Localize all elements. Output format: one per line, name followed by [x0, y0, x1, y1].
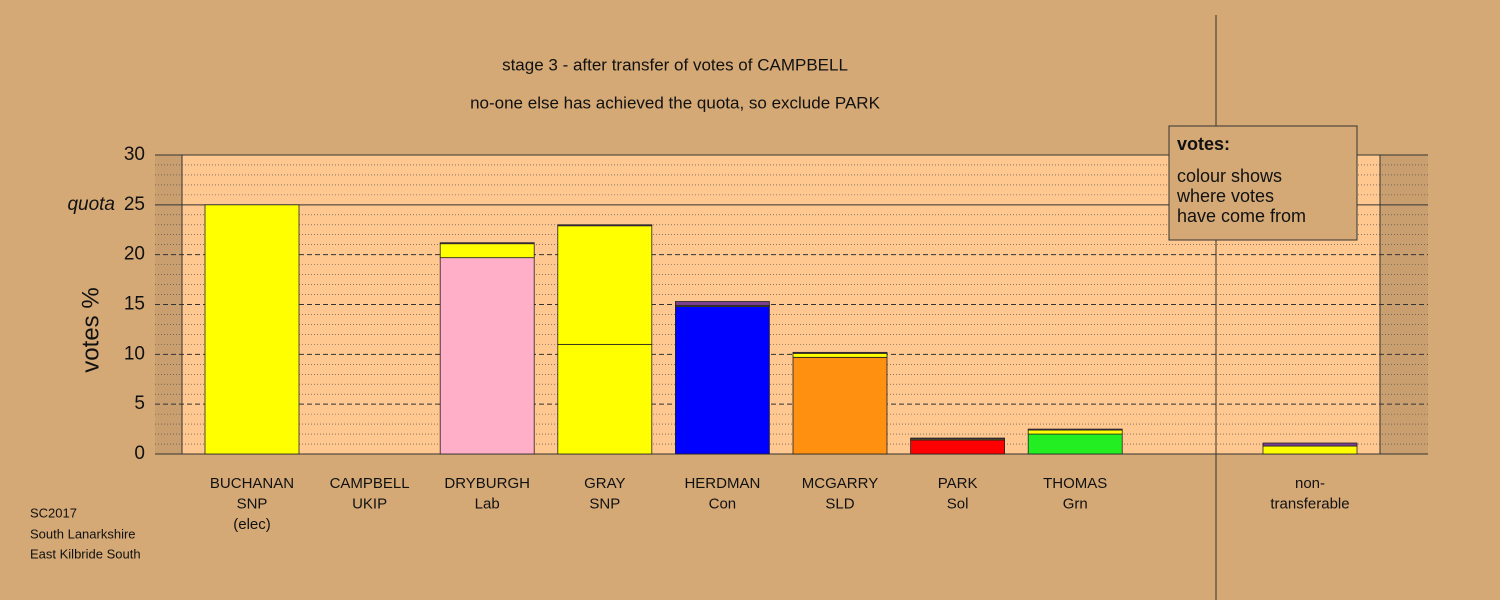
- x-tick-label: non-: [1295, 475, 1325, 492]
- bar-segment: [439, 243, 535, 259]
- bar-segment: [1027, 429, 1123, 435]
- x-tick-label: MCGARRY: [802, 475, 878, 492]
- plot: 0 5 10 15 20 25 30 quota BUCHANAN SNP (elec) CAMPBE…: [67, 144, 1428, 533]
- x-tick-label: HERDMAN: [684, 475, 760, 492]
- y-tick-label: 15: [124, 294, 145, 315]
- bar-segment: [557, 225, 653, 345]
- footer-line: South Lanarkshire: [30, 526, 136, 541]
- y-tick-label: 30: [124, 144, 145, 165]
- x-tick-label: BUCHANAN: [210, 475, 294, 492]
- bar-segment: [439, 257, 535, 455]
- bar-segment: [1027, 433, 1123, 455]
- quota-label: quota: [67, 194, 115, 215]
- title-line: stage 3 - after transfer of votes of CAM…: [502, 55, 848, 74]
- bar-segment: [792, 351, 888, 354]
- footer-line: SC2017: [30, 505, 77, 520]
- x-tick-label: DRYBURGH: [444, 475, 530, 492]
- bar-segment: [204, 204, 300, 455]
- x-tick-label: UKIP: [352, 495, 387, 512]
- x-tick-label: (elec): [233, 516, 271, 533]
- legend-text: have come from: [1177, 206, 1306, 226]
- y-tick-label: 0: [134, 443, 145, 464]
- bar-segment: [557, 343, 653, 455]
- x-tick-label: Con: [709, 495, 737, 512]
- x-tick-label: THOMAS: [1043, 475, 1107, 492]
- bar-segment: [675, 306, 770, 455]
- bar-segment: [675, 301, 770, 306]
- bar-segment: [792, 356, 888, 455]
- y-axis-label: votes %: [77, 287, 104, 372]
- x-tick-label: PARK: [938, 475, 978, 492]
- bar-segment: [439, 242, 535, 245]
- y-tick-label: 5: [134, 393, 145, 414]
- footer-line: East Kilbride South: [30, 546, 141, 561]
- y-tick-label: 10: [124, 343, 145, 364]
- x-tick-label: CAMPBELL: [330, 475, 410, 492]
- x-tick-label: Lab: [475, 495, 500, 512]
- legend-title: votes:: [1177, 134, 1230, 154]
- bar-segment: [1262, 442, 1358, 447]
- x-tick-label: transferable: [1270, 495, 1349, 512]
- bar-segment: [910, 439, 1005, 455]
- legend-box: [1168, 125, 1358, 241]
- x-tick-label: SLD: [825, 495, 854, 512]
- bar-segment: [1262, 445, 1358, 455]
- legend-text: colour shows: [1177, 166, 1282, 186]
- x-tick-label: GRAY: [584, 475, 625, 492]
- x-tick-label: Sol: [947, 495, 969, 512]
- y-tick-label: 20: [124, 244, 145, 265]
- x-tick-label: Grn: [1063, 495, 1088, 512]
- legend-text: where votes: [1176, 186, 1274, 206]
- bar-segment: [557, 224, 653, 227]
- bar-segment: [1027, 428, 1123, 431]
- x-tick-label: SNP: [589, 495, 620, 512]
- title-line: no-one else has achieved the quota, so e…: [470, 93, 881, 112]
- bar-segment: [792, 352, 888, 358]
- y-tick-label: 25: [124, 194, 145, 215]
- x-tick-label: SNP: [237, 495, 268, 512]
- bar-segment: [910, 437, 1005, 440]
